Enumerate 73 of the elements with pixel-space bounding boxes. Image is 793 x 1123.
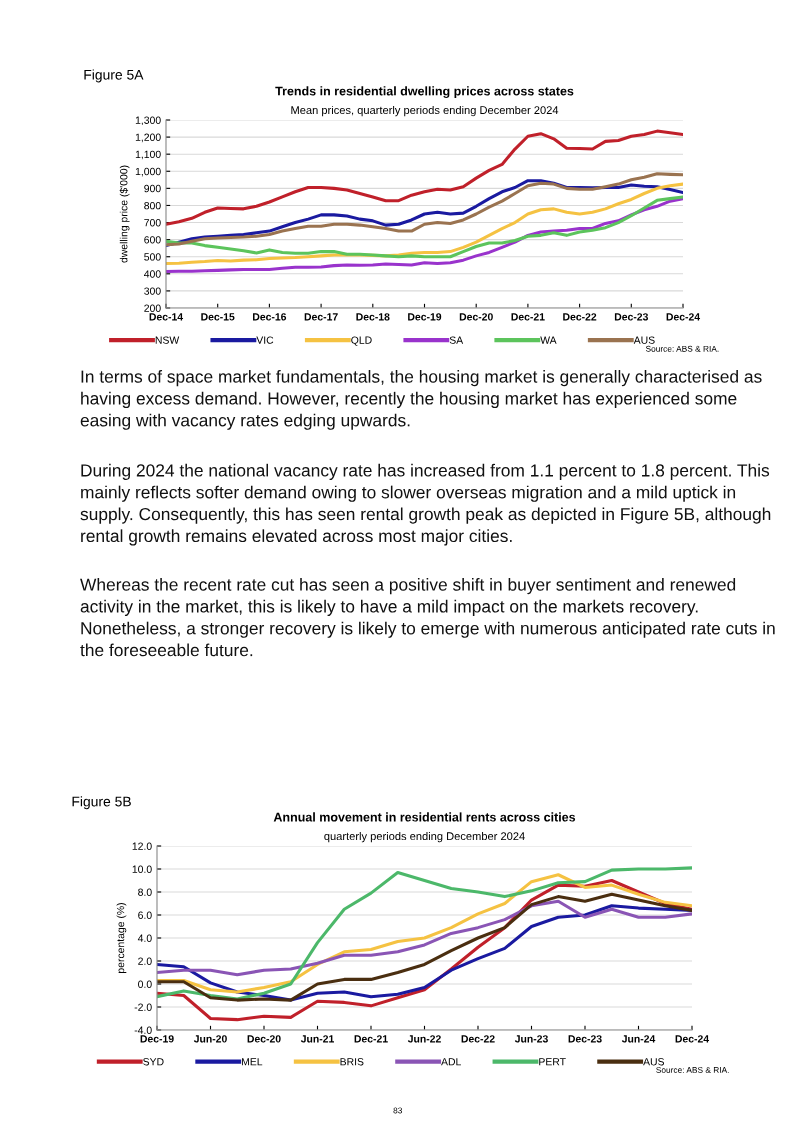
- x-tick-label: Jun-21: [300, 1035, 334, 1043]
- y-tick-label: 500: [144, 253, 161, 261]
- chart-subtitle: quarterly periods ending December 2024: [324, 831, 525, 843]
- legend-label: QLD: [351, 336, 372, 346]
- y-tick-label: 400: [144, 270, 161, 278]
- x-tick-label: Dec-24: [666, 313, 701, 321]
- line-series: [166, 129, 683, 226]
- legend-label: AUS: [633, 336, 655, 344]
- x-tick-label: Jun-23: [514, 1035, 548, 1043]
- x-tick-label: Dec-22: [461, 1035, 495, 1043]
- legend-label: PERT: [539, 1058, 566, 1066]
- chart-subtitle: Mean prices, quarterly periods ending December 2024: [291, 105, 559, 117]
- text: Whereas the recent rate cut has seen a positive shift in buyer sentiment and renewed activity in the market, this is likely to have a mild impact on the markets recovery. Nonetheless, a stronger recovery is likely to emerge with numerous anticipated rate cuts in the foreseeable future.: [80, 578, 775, 657]
- y-tick-label: -2.0: [134, 1003, 152, 1011]
- y-tick-label: 600: [144, 236, 161, 244]
- x-tick-label: Dec-23: [568, 1035, 602, 1043]
- x-tick-label: Dec-20: [247, 1035, 281, 1043]
- y-tick-label: 900: [144, 184, 161, 193]
- x-tick-label: Jun-24: [621, 1035, 656, 1043]
- legend-label: VIC: [256, 336, 274, 344]
- x-tick-label: Dec-21: [511, 313, 545, 321]
- source-note: Source: ABS & RIA.: [656, 1067, 729, 1073]
- x-tick-label: Dec-24: [675, 1035, 710, 1043]
- legend-label: SA: [449, 336, 464, 344]
- line-series: [157, 899, 692, 977]
- caption: Figure 5A: [84, 69, 144, 83]
- legend-label: MEL: [242, 1058, 263, 1066]
- y-tick-label: 2.0: [138, 957, 152, 965]
- chart-title: Annual movement in residential rents across cities: [273, 812, 576, 822]
- text: In terms of space market fundamentals, the housing market is generally characterised as having excess demand. However, recently the housing market has experienced some easing with vacancy rates edging upwards.: [80, 370, 762, 430]
- source-note: Source: ABS & RIA.: [645, 345, 719, 352]
- y-tick-label: 700: [144, 219, 161, 227]
- line-series: [166, 197, 683, 274]
- legend-label: ADL: [441, 1058, 461, 1066]
- text: During 2024 the national vacancy rate has increased from 1.1 percent to 1.8 percent. This mainly reflects softer demand owing to slower overseas migration and a mild uptick in supply. Consequently, this has seen rental growth peak as depicted in Figure 5B, although rental growth remains elevated across most major cities.: [80, 463, 771, 546]
- y-tick-label: 1,000: [135, 167, 161, 177]
- legend-label: BRIS: [340, 1058, 364, 1066]
- x-tick-label: Dec-14: [149, 313, 184, 321]
- y-tick-label: 0.0: [138, 980, 152, 988]
- y-tick-label: 1,100: [135, 150, 161, 160]
- x-tick-label: Dec-20: [459, 313, 493, 321]
- y-tick-label: 12.0: [132, 842, 152, 850]
- y-tick-label: 8.0: [138, 888, 152, 896]
- line-series: [166, 195, 683, 259]
- x-tick-label: Dec-18: [356, 313, 390, 321]
- legend-label: AUS: [643, 1058, 665, 1066]
- y-tick-label: 300: [144, 287, 161, 295]
- legend-label: SYD: [143, 1058, 164, 1066]
- y-axis-title: dwelling price ($'000): [119, 165, 130, 263]
- x-tick-label: Dec-19: [140, 1035, 174, 1043]
- y-tick-label: 1,200: [135, 133, 161, 143]
- y-tick-label: 800: [144, 201, 161, 210]
- x-tick-label: Dec-23: [614, 313, 649, 321]
- y-tick-label: 10.0: [132, 865, 152, 873]
- x-tick-label: Dec-17: [304, 313, 338, 321]
- x-tick-label: Dec-15: [201, 313, 235, 321]
- legend-label: NSW: [155, 336, 180, 344]
- chart-title: Trends in residential dwelling prices across states: [275, 86, 574, 99]
- y-tick-label: 200: [144, 304, 161, 312]
- x-tick-label: Jun-20: [193, 1035, 227, 1043]
- x-tick-label: Dec-22: [563, 313, 597, 321]
- x-tick-label: Dec-21: [354, 1035, 388, 1043]
- y-tick-label: 4.0: [137, 934, 152, 942]
- x-tick-label: Dec-16: [253, 313, 287, 321]
- x-tick-label: Jun-22: [407, 1035, 441, 1043]
- y-axis-title: percentage (%): [116, 903, 127, 973]
- legend-label: WA: [540, 336, 557, 344]
- y-tick-label: 6.0: [138, 911, 152, 919]
- caption: Figure 5B: [72, 796, 131, 810]
- x-tick-label: Dec-19: [408, 313, 442, 321]
- y-tick-label: 1,300: [135, 116, 161, 126]
- y-tick-label: -4.0: [134, 1026, 152, 1034]
- text: 83: [393, 1107, 403, 1114]
